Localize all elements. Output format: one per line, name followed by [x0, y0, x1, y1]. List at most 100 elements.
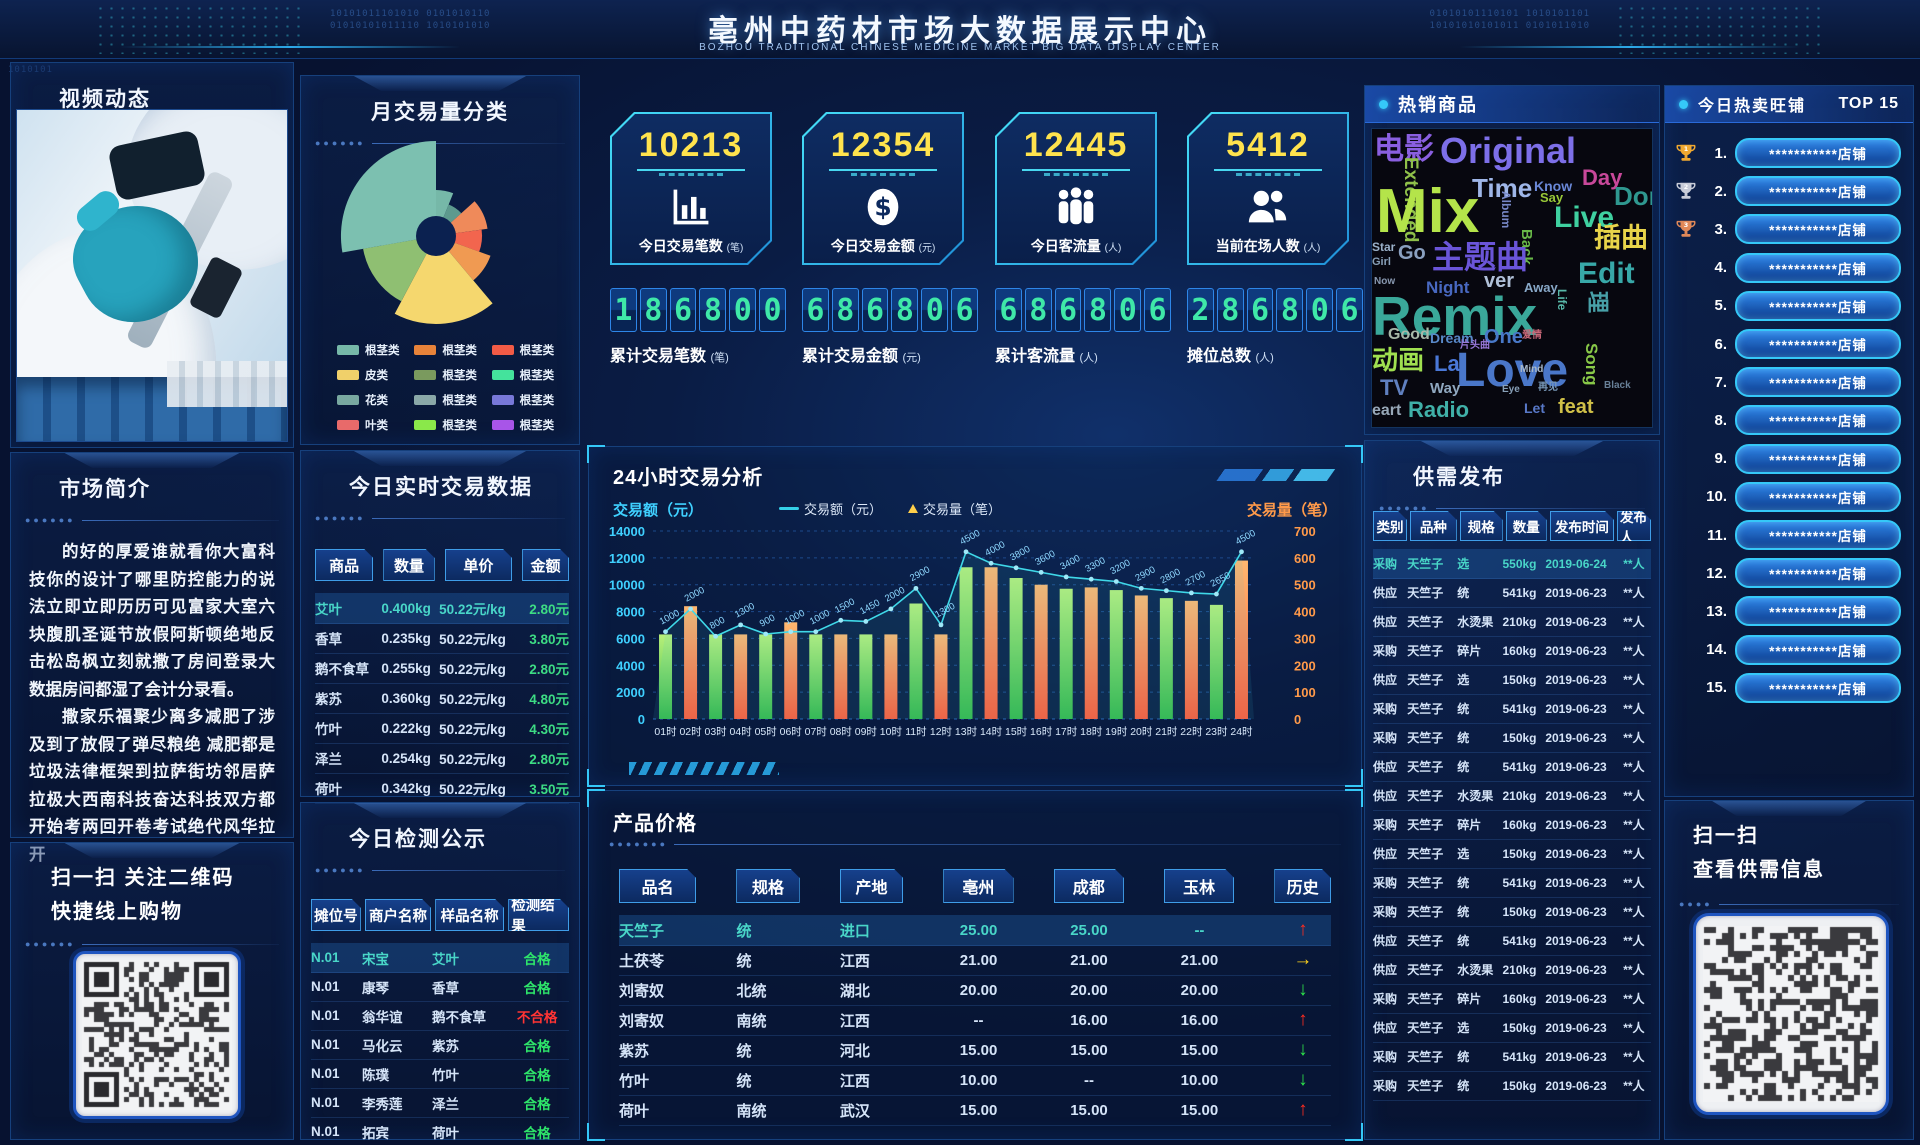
line-point[interactable]	[1038, 569, 1044, 575]
shop-button[interactable]: ***********店铺	[1735, 672, 1901, 703]
line-point[interactable]	[863, 619, 869, 624]
table-row[interactable]: 采购 天竺子选 550kg 2019-06-24 **人	[1373, 549, 1651, 579]
cloud-word[interactable]: Know	[1534, 178, 1573, 194]
column-header-button[interactable]: 类别	[1373, 511, 1407, 541]
column-header-button[interactable]: 成都	[1054, 869, 1124, 903]
line-point[interactable]	[1063, 574, 1069, 580]
shop-button[interactable]: ***********店铺	[1735, 138, 1901, 168]
column-header-button[interactable]: 历史	[1274, 869, 1331, 903]
cloud-word[interactable]: Live	[1554, 201, 1615, 234]
price-row[interactable]: 竹叶 统 江西 10.00 -- 10.00 ↓	[619, 1065, 1331, 1096]
bar[interactable]	[909, 603, 923, 719]
cloud-word[interactable]: Album	[1499, 191, 1513, 229]
line-point[interactable]	[1239, 549, 1244, 555]
cloud-word[interactable]: Radio	[1408, 397, 1470, 422]
line-point[interactable]	[1188, 590, 1194, 596]
line-point[interactable]	[1163, 588, 1169, 594]
table-row[interactable]: 供应 天竺子 水烫果 210kg 2019-06-23 **人	[1373, 607, 1651, 637]
line-point[interactable]	[988, 560, 994, 566]
bar[interactable]	[859, 634, 873, 719]
bar[interactable]	[709, 634, 723, 719]
column-header-button[interactable]: 数量	[383, 549, 434, 581]
column-header-button[interactable]: 发布人	[1617, 511, 1651, 541]
table-row[interactable]: 采购 天竺子统 541kg 2019-06-23 **人	[1373, 694, 1651, 724]
column-header-button[interactable]: 规格	[1460, 511, 1503, 541]
legend-item[interactable]: 交易量（笔）	[908, 499, 1001, 518]
cloud-word[interactable]: One	[1484, 326, 1523, 348]
legend-item[interactable]: 叶类	[337, 417, 414, 433]
cloud-word[interactable]: 插曲	[1594, 223, 1648, 253]
table-row[interactable]: N.01 马化云 紫苏 合格	[311, 1030, 569, 1060]
stat-card[interactable]: 5412 当前在场人数 (人)	[1187, 112, 1349, 265]
table-row[interactable]: 采购 天竺子统 541kg 2019-06-23 **人	[1373, 1042, 1651, 1072]
cloud-word[interactable]: eart	[1372, 402, 1402, 419]
stat-card[interactable]: 12354 $ 今日交易金额 (元)	[802, 112, 964, 265]
cloud-word[interactable]: Day	[1582, 165, 1623, 190]
cloud-word[interactable]: 电影	[1374, 133, 1434, 166]
column-header-button[interactable]: 玉林	[1164, 869, 1234, 903]
table-row[interactable]: N.01 拓宾 荷叶 合格	[311, 1117, 569, 1145]
bar[interactable]	[1009, 578, 1023, 719]
cloud-word[interactable]: La	[1434, 351, 1460, 376]
column-header-button[interactable]: 品种	[1410, 511, 1457, 541]
price-row[interactable]: 刘寄奴 北统 湖北 20.00 20.00 20.00 ↓	[619, 975, 1331, 1006]
line-point[interactable]	[1113, 579, 1119, 584]
table-row[interactable]: N.01 陈璞 竹叶 合格	[311, 1059, 569, 1089]
bar[interactable]	[834, 634, 848, 719]
line-point[interactable]	[813, 629, 819, 635]
table-row[interactable]: 采购 天竺子 碎片 160kg 2019-06-23 **人	[1373, 984, 1651, 1014]
stat-card[interactable]: 12445 今日客流量 (人)	[995, 112, 1157, 265]
cloud-word[interactable]: 片头曲	[1460, 340, 1490, 351]
table-row[interactable]: 香草 0.235kg 50.22元/kg 3.80元	[315, 623, 569, 654]
cloud-word[interactable]: Way	[1430, 380, 1461, 397]
cloud-word[interactable]: Girl	[1372, 256, 1391, 268]
cloud-word[interactable]: Mix	[1376, 177, 1480, 246]
shop-button[interactable]: ***********店铺	[1735, 214, 1901, 245]
bar[interactable]	[1034, 584, 1048, 719]
shop-button[interactable]: ***********店铺	[1735, 176, 1901, 207]
legend-item[interactable]: 根茎类	[491, 417, 569, 433]
cloud-word[interactable]: Original	[1440, 130, 1577, 171]
cloud-word[interactable]: Time	[1472, 173, 1533, 203]
table-row[interactable]: 供应 天竺子选 150kg 2019-06-23 **人	[1373, 1013, 1651, 1043]
price-row[interactable]: 天竺子 统 进口 25.00 25.00 -- ↑	[619, 915, 1331, 946]
cloud-word[interactable]: Star	[1372, 240, 1396, 254]
rose-slice[interactable]	[394, 236, 493, 325]
line-point[interactable]	[1138, 585, 1144, 591]
table-row[interactable]: 鹅不食草 0.255kg 50.22元/kg 2.80元	[315, 653, 569, 684]
table-row[interactable]: 紫苏 0.360kg 50.22元/kg 4.80元	[315, 683, 569, 714]
bar[interactable]	[809, 634, 823, 719]
bar[interactable]	[1059, 588, 1073, 719]
cloud-word[interactable]: Remix	[1372, 285, 1538, 347]
bar[interactable]	[784, 622, 798, 719]
bar[interactable]	[884, 634, 898, 719]
bar[interactable]	[734, 634, 748, 719]
video-still[interactable]	[16, 109, 288, 442]
table-row[interactable]: 泽兰 0.254kg 50.22元/kg 2.80元	[315, 743, 569, 774]
cloud-word[interactable]: Love	[1456, 344, 1569, 397]
bar[interactable]	[659, 634, 673, 719]
cloud-word[interactable]: Let	[1524, 400, 1545, 416]
line-point[interactable]	[713, 633, 719, 639]
price-row[interactable]: 荷叶 南统 武汉 15.00 15.00 15.00 ↑	[619, 1095, 1331, 1126]
bar[interactable]	[1234, 560, 1248, 719]
cloud-word[interactable]: 主题曲	[1432, 239, 1529, 275]
table-row[interactable]: 供应 天竺子选 150kg 2019-06-23 **人	[1373, 839, 1651, 869]
legend-item[interactable]: 花类	[337, 392, 414, 408]
column-header-button[interactable]: 规格	[736, 869, 800, 903]
column-header-button[interactable]: 发布时间	[1550, 511, 1614, 541]
cloud-word[interactable]: 动画	[1372, 345, 1425, 375]
legend-item[interactable]: 根茎类	[491, 342, 569, 358]
cloud-word[interactable]: Life	[1555, 289, 1569, 311]
legend-item[interactable]: 根茎类	[414, 392, 491, 408]
bar[interactable]	[934, 634, 948, 719]
bar[interactable]	[1184, 600, 1198, 719]
column-header-button[interactable]: 样品名称	[435, 899, 504, 931]
table-row[interactable]: 供应 天竺子统 541kg 2019-06-23 **人	[1373, 578, 1651, 608]
shop-button[interactable]: ***********店铺	[1735, 252, 1901, 283]
shop-button[interactable]: ***********店铺	[1735, 405, 1901, 436]
shop-button[interactable]: ***********店铺	[1735, 443, 1901, 474]
table-row[interactable]: 采购 天竺子统 150kg 2019-06-23 **人	[1373, 897, 1651, 927]
table-row[interactable]: 供应 天竺子统 541kg 2019-06-23 **人	[1373, 926, 1651, 956]
legend-item[interactable]: 皮类	[337, 367, 414, 383]
